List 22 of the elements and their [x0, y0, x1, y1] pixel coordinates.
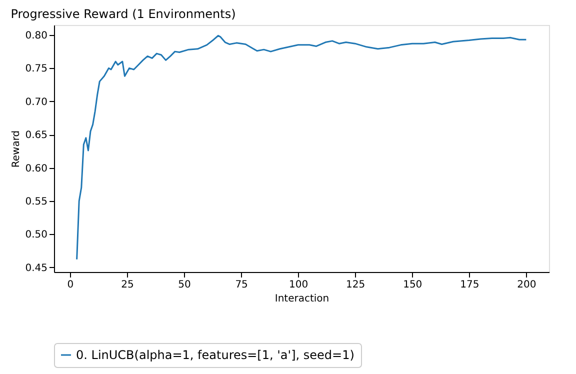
y-tick-label: 0.45 [25, 262, 48, 274]
x-tick-label: 125 [346, 280, 366, 290]
x-tick-label: 175 [460, 280, 480, 290]
y-axis-title: Reward [11, 130, 22, 168]
y-tick-label: 0.50 [25, 230, 48, 241]
line-series [76, 34, 527, 260]
x-tick-label: 200 [517, 280, 536, 290]
x-tick-label: 150 [403, 280, 422, 290]
y-tick-label: 0.60 [25, 163, 48, 174]
y-tick-label: 0.80 [25, 30, 48, 42]
y-tick-label: 0.55 [25, 196, 48, 208]
y-tick-label: 0.65 [25, 130, 48, 142]
x-tick-label: 25 [121, 280, 134, 290]
chart-title: Progressive Reward (1 Environments) [10, 7, 236, 21]
x-tick-label: 50 [178, 280, 191, 290]
y-tick-label: 0.70 [25, 96, 48, 108]
x-axis-title: Interaction [274, 294, 330, 304]
legend-label: 0. LinUCB(alpha=1, features=[1, 'a'], seed=1) [76, 348, 354, 362]
x-tick-label: 0 [67, 280, 74, 290]
x-tick-label: 75 [235, 280, 248, 290]
y-tick-label: 0.75 [25, 64, 48, 75]
x-tick-label: 100 [289, 280, 308, 290]
